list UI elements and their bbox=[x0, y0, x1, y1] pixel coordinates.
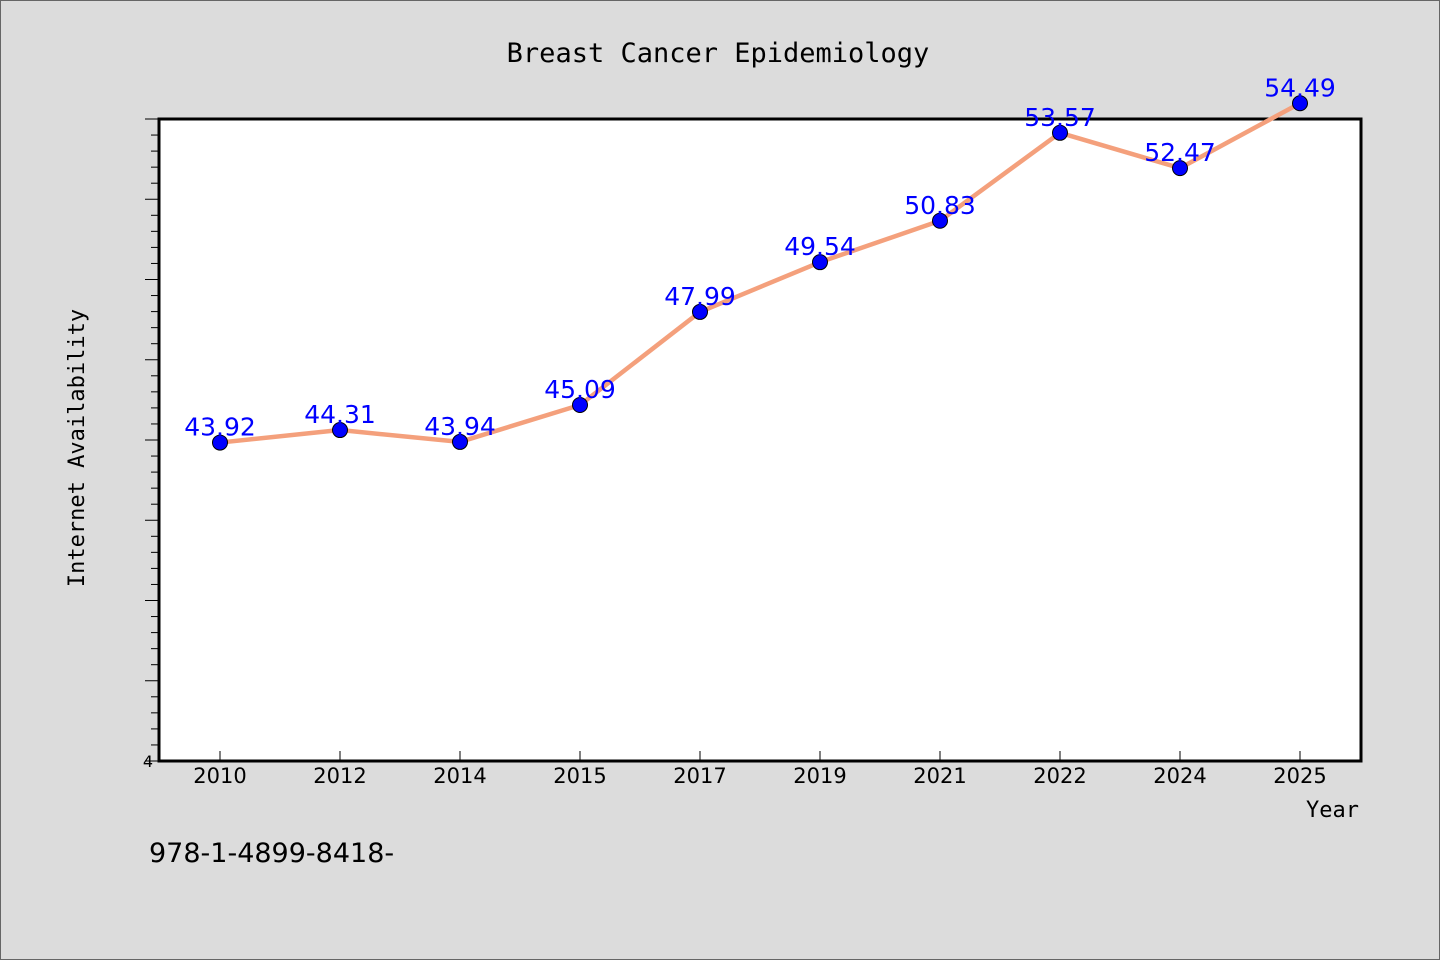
data-point-marker bbox=[1172, 160, 1188, 177]
data-point-marker bbox=[452, 433, 468, 450]
data-point-marker bbox=[812, 254, 828, 271]
y-tick-label: 4 bbox=[143, 752, 153, 771]
x-tick-label: 2025 bbox=[1273, 764, 1326, 788]
data-point-marker bbox=[932, 212, 948, 229]
x-tick-label: 2010 bbox=[193, 764, 246, 788]
data-point-marker bbox=[1052, 124, 1068, 141]
data-point-marker bbox=[692, 303, 708, 320]
footer-id-text: 978-1-4899-8418- bbox=[149, 838, 394, 869]
series-line bbox=[217, 101, 1303, 445]
plot-area bbox=[157, 117, 1363, 763]
y-axis-ticks bbox=[145, 118, 159, 762]
x-tick-label: 2022 bbox=[1033, 764, 1086, 788]
data-label: 50.83 bbox=[904, 191, 976, 220]
x-tick-label: 2014 bbox=[433, 764, 486, 788]
chart-title: Breast Cancer Epidemiology bbox=[507, 38, 930, 69]
data-label: 52.47 bbox=[1144, 138, 1216, 167]
y-axis-tick-labels: 4 bbox=[143, 752, 153, 771]
x-tick-label: 2024 bbox=[1153, 764, 1206, 788]
data-label: 53.57 bbox=[1024, 103, 1096, 132]
data-label: 47.99 bbox=[664, 282, 736, 311]
x-tick-label: 2015 bbox=[553, 764, 606, 788]
data-label: 45.09 bbox=[544, 375, 616, 404]
x-tick-label: 2017 bbox=[673, 764, 726, 788]
x-axis-ticks bbox=[219, 751, 1301, 761]
x-tick-label: 2019 bbox=[793, 764, 846, 788]
data-label: 49.54 bbox=[784, 232, 856, 261]
data-labels: 43.92 44.31 43.94 45.09 47.99 49.54 50.83 53.57… bbox=[184, 73, 1336, 441]
x-tick-label: 2021 bbox=[913, 764, 966, 788]
data-point-marker bbox=[332, 422, 348, 439]
y-axis-label: Internet Availability bbox=[65, 309, 90, 587]
data-label: 54.49 bbox=[1264, 73, 1336, 102]
data-label: 44.31 bbox=[304, 400, 376, 429]
x-axis-label: Year bbox=[1306, 798, 1359, 823]
data-label: 43.94 bbox=[424, 412, 496, 441]
data-point-marker bbox=[1292, 95, 1308, 112]
x-axis-tick-labels: 2010 2012 2014 2015 2017 2019 2021 2022 2024 2025 bbox=[193, 764, 1326, 788]
data-label: 43.92 bbox=[184, 413, 256, 442]
data-point-marker bbox=[572, 397, 588, 414]
series-markers bbox=[212, 95, 1308, 451]
data-point-marker bbox=[212, 434, 228, 451]
x-tick-label: 2012 bbox=[313, 764, 366, 788]
